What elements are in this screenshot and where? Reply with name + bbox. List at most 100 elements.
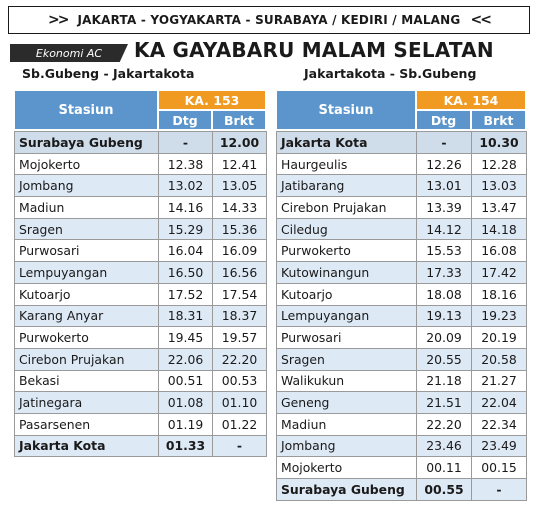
table-row: Kutowinangun 17.33 17.42 [276, 261, 527, 284]
station-cell: Sragen [14, 217, 159, 241]
depart-time-cell: 18.16 [471, 282, 527, 306]
arrive-time-cell: 19.45 [158, 326, 213, 349]
station-cell: Jatinegara [14, 391, 159, 414]
arrive-time-cell: 01.08 [158, 391, 213, 414]
station-cell: Jatibarang [276, 174, 417, 198]
table-row: Pasarsenen 01.19 01.22 [14, 412, 267, 436]
arrive-time-cell: 12.26 [416, 152, 472, 176]
arrive-time-cell: 21.18 [416, 369, 472, 393]
depart-time-cell: 18.37 [212, 304, 267, 328]
arrive-time-cell: 14.12 [416, 217, 472, 241]
table-row: Mojokerto 00.11 00.15 [276, 456, 527, 479]
station-cell: Walikukun [276, 369, 417, 393]
arrive-time-cell: 17.52 [158, 282, 213, 306]
depart-time-cell: 20.19 [471, 326, 527, 349]
station-cell: Kutoarjo [276, 282, 417, 306]
depart-time-cell: 16.09 [212, 239, 267, 263]
depart-time-cell: 12.00 [212, 131, 267, 154]
table-row: Haurgeulis 12.26 12.28 [276, 152, 527, 176]
table-row: Jatinegara 01.08 01.10 [14, 391, 267, 414]
table-row: Jakarta Kota 01.33- [14, 434, 267, 458]
table-row: Karang Anyar 18.31 18.37 [14, 304, 267, 328]
arrive-time-cell: 15.29 [158, 217, 213, 241]
table-row: Purwosari 20.09 20.19 [276, 326, 527, 349]
table-row: Lempuyangan 19.13 19.23 [276, 304, 527, 328]
station-cell: Purwosari [276, 326, 417, 349]
arrive-time-cell: 23.46 [416, 434, 472, 458]
depart-time-cell: 19.23 [471, 304, 527, 328]
depart-time-cell: 14.18 [471, 217, 527, 241]
route-arrows-right: << [470, 12, 492, 28]
arrive-time-cell: 13.39 [416, 196, 472, 219]
train-number-header-left: KA. 153 [158, 90, 266, 110]
table-row: Lempuyangan 16.50 16.56 [14, 261, 267, 284]
table-row: Walikukun 21.18 21.27 [276, 369, 527, 393]
table-row: Cirebon Prujakan 13.39 13.47 [276, 196, 527, 219]
arrive-time-cell: 19.13 [416, 304, 472, 328]
arrive-time-cell: 12.38 [158, 152, 213, 176]
table-row: Mojokerto 12.38 12.41 [14, 152, 267, 176]
depart-time-cell: 00.53 [212, 369, 267, 393]
depart-time-cell: - [212, 434, 267, 458]
arrive-header-left: Dtg [158, 110, 212, 130]
arrive-time-cell: 16.04 [158, 239, 213, 263]
table-row: Madiun 14.16 14.33 [14, 196, 267, 219]
station-cell: Sragen [276, 347, 417, 371]
direction-label-left: Sb.Gubeng - Jakartakota [22, 66, 195, 81]
depart-time-cell: 19.57 [212, 326, 267, 349]
arrive-time-cell: 01.33 [158, 434, 213, 458]
depart-time-cell: 01.22 [212, 412, 267, 436]
arrive-time-cell: 20.55 [416, 347, 472, 371]
arrive-header-right: Dtg [416, 110, 471, 130]
arrive-time-cell: 01.19 [158, 412, 213, 436]
depart-time-cell: 17.42 [471, 261, 527, 284]
route-arrows-left: >> [48, 12, 70, 28]
arrive-time-cell: 18.08 [416, 282, 472, 306]
station-cell: Purwokerto [14, 326, 159, 349]
depart-time-cell: 20.58 [471, 347, 527, 371]
depart-time-cell: 17.54 [212, 282, 267, 306]
table-row: Kutoarjo 17.52 17.54 [14, 282, 267, 306]
station-cell: Kutoarjo [14, 282, 159, 306]
station-cell: Haurgeulis [276, 152, 417, 176]
depart-time-cell: 14.33 [212, 196, 267, 219]
station-cell: Karang Anyar [14, 304, 159, 328]
arrive-time-cell: 22.06 [158, 347, 213, 371]
table-row: Geneng 21.51 22.04 [276, 391, 527, 414]
schedule-table-ka153: Surabaya Gubeng -12.00 Mojokerto 12.38 12.41… [14, 131, 267, 458]
depart-time-cell: 13.05 [212, 174, 267, 198]
arrive-time-cell: 17.33 [416, 261, 472, 284]
class-badge: Ekonomi AC [10, 44, 128, 62]
table-row: Sragen 20.55 20.58 [276, 347, 527, 371]
arrive-time-cell: 00.51 [158, 369, 213, 393]
depart-time-cell: 13.47 [471, 196, 527, 219]
depart-time-cell: 10.30 [471, 131, 527, 154]
depart-time-cell: 23.49 [471, 434, 527, 458]
depart-time-cell: 00.15 [471, 456, 527, 479]
schedule-table-ka154: Jakarta Kota -10.30 Haurgeulis 12.26 12.28 Ja… [276, 131, 527, 501]
route-text: JAKARTA - YOGYAKARTA - SURABAYA / KEDIRI… [77, 13, 461, 27]
train-number-header-right: KA. 154 [416, 90, 526, 110]
station-cell: Lempuyangan [276, 304, 417, 328]
depart-time-cell: 22.04 [471, 391, 527, 414]
station-cell: Madiun [14, 196, 159, 219]
station-cell: Jakarta Kota [276, 131, 417, 154]
depart-header-left: Brkt [212, 110, 266, 130]
table-row: Jakarta Kota -10.30 [276, 131, 527, 154]
table-row: Jatibarang 13.01 13.03 [276, 174, 527, 198]
arrive-time-cell: 00.55 [416, 478, 472, 501]
table-row: Surabaya Gubeng -12.00 [14, 131, 267, 154]
depart-time-cell: 12.28 [471, 152, 527, 176]
table-row: Bekasi 00.51 00.53 [14, 369, 267, 393]
table-row: Madiun 22.20 22.34 [276, 412, 527, 436]
station-cell: Cirebon Prujakan [14, 347, 159, 371]
arrive-time-cell: - [416, 131, 472, 154]
station-cell: Jombang [276, 434, 417, 458]
arrive-time-cell: - [158, 131, 213, 154]
table-row: Purwokerto 15.53 16.08 [276, 239, 527, 263]
arrive-time-cell: 22.20 [416, 412, 472, 436]
station-cell: Mojokerto [276, 456, 417, 479]
station-cell: Purwosari [14, 239, 159, 263]
table-row: Purwokerto 19.45 19.57 [14, 326, 267, 349]
station-cell: Bekasi [14, 369, 159, 393]
